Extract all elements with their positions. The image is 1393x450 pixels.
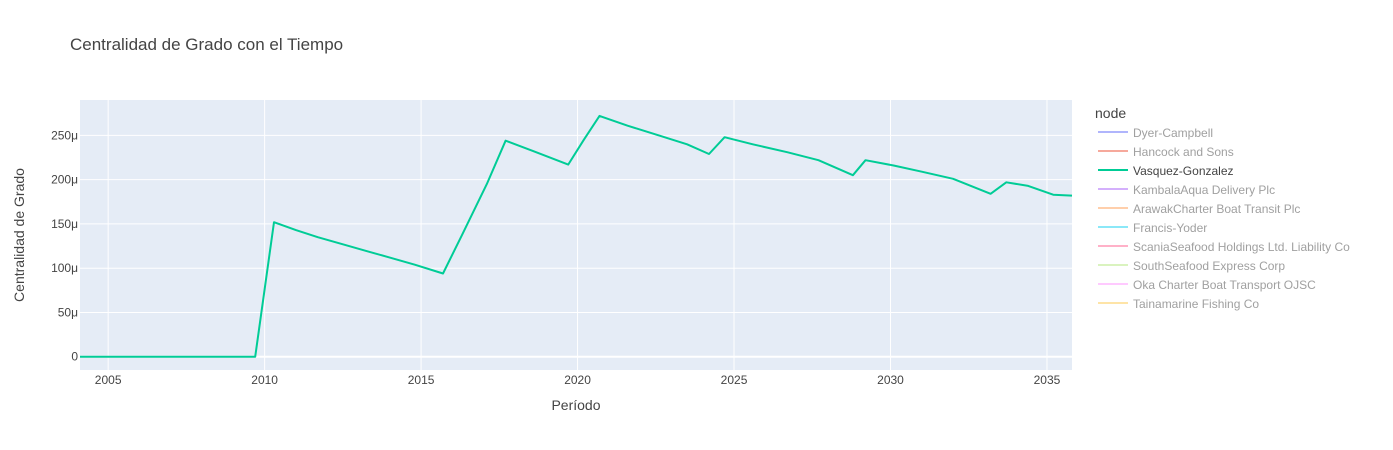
chart-title: Centralidad de Grado con el Tiempo: [70, 35, 343, 54]
legend-label: Tainamarine Fishing Co: [1133, 297, 1259, 311]
y-tick-label: 0: [71, 350, 78, 364]
legend-label: Hancock and Sons: [1133, 145, 1234, 159]
legend-label: ArawakCharter Boat Transit Plc: [1133, 202, 1300, 216]
legend: node Dyer-Campbell Hancock and Sons Vasque…: [1095, 105, 1350, 311]
y-tick-label: 50μ: [58, 305, 78, 319]
x-tick-label: 2005: [95, 373, 122, 387]
legend-label: Francis-Yoder: [1133, 221, 1207, 235]
x-tick-label: 2020: [564, 373, 591, 387]
x-tick-label: 2025: [721, 373, 748, 387]
legend-label: KambalaAqua Delivery Plc: [1133, 183, 1275, 197]
plot-area[interactable]: [80, 100, 1072, 370]
series-line: [80, 114, 1073, 358]
legend-label: SouthSeafood Express Corp: [1133, 259, 1285, 273]
legend-title: node: [1095, 105, 1126, 121]
series-layer: [80, 114, 1073, 358]
y-tick-label: 200μ: [51, 173, 78, 187]
y-tick-label: 100μ: [51, 261, 78, 275]
y-tick-label: 150μ: [51, 217, 78, 231]
legend-item[interactable]: ScaniaSeafood Holdings Ltd. Liability Co: [1098, 240, 1350, 254]
x-tick-label: 2010: [251, 373, 278, 387]
x-axis-title: Período: [551, 397, 600, 413]
legend-item[interactable]: Vasquez-Gonzalez: [1098, 164, 1234, 178]
legend-item[interactable]: Oka Charter Boat Transport OJSC: [1098, 278, 1316, 292]
legend-item[interactable]: Hancock and Sons: [1098, 145, 1234, 159]
legend-item[interactable]: SouthSeafood Express Corp: [1098, 259, 1285, 273]
legend-item[interactable]: KambalaAqua Delivery Plc: [1098, 183, 1275, 197]
legend-label: Dyer-Campbell: [1133, 126, 1213, 140]
legend-label: Oka Charter Boat Transport OJSC: [1133, 278, 1316, 292]
x-tick-label: 2030: [877, 373, 904, 387]
x-gridlines: [107, 100, 1048, 370]
x-tick-labels: 2005 2010 2015 2020 2025 2030 2035: [95, 373, 1061, 387]
y-gridlines: [80, 134, 1072, 358]
legend-item[interactable]: ArawakCharter Boat Transit Plc: [1098, 202, 1300, 216]
legend-label: ScaniaSeafood Holdings Ltd. Liability Co: [1133, 240, 1350, 254]
y-tick-labels: 0 50μ 100μ 150μ 200μ 250μ: [51, 128, 78, 363]
y-tick-label: 250μ: [51, 128, 78, 142]
legend-item[interactable]: Dyer-Campbell: [1098, 126, 1213, 140]
y-axis-title: Centralidad de Grado: [11, 168, 27, 302]
legend-label: Vasquez-Gonzalez: [1133, 164, 1234, 178]
x-tick-label: 2015: [408, 373, 435, 387]
x-tick-label: 2035: [1034, 373, 1061, 387]
legend-item[interactable]: Tainamarine Fishing Co: [1098, 297, 1259, 311]
legend-item[interactable]: Francis-Yoder: [1098, 221, 1207, 235]
